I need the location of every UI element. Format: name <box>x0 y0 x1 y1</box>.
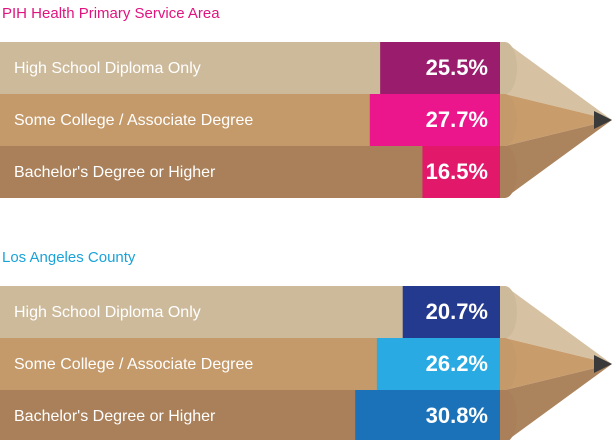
value-label: 30.8% <box>426 403 488 428</box>
category-label: Some College / Associate Degree <box>14 356 253 373</box>
category-label: High School Diploma Only <box>14 60 201 77</box>
value-label: 16.5% <box>426 159 488 184</box>
value-label: 25.5% <box>426 55 488 80</box>
section-title: PIH Health Primary Service Area <box>2 5 220 22</box>
pencil-tip <box>505 286 612 440</box>
category-label: Some College / Associate Degree <box>14 112 253 129</box>
section-title: Los Angeles County <box>2 249 136 266</box>
value-label: 27.7% <box>426 107 488 132</box>
category-label: High School Diploma Only <box>14 304 201 321</box>
infographic: PIH Health Primary Service Area High Scho… <box>0 0 613 440</box>
value-label: 26.2% <box>426 351 488 376</box>
pencil-tip <box>505 42 612 198</box>
category-label: Bachelor's Degree or Higher <box>14 408 216 425</box>
value-label: 20.7% <box>426 299 488 324</box>
category-label: Bachelor's Degree or Higher <box>14 164 216 181</box>
